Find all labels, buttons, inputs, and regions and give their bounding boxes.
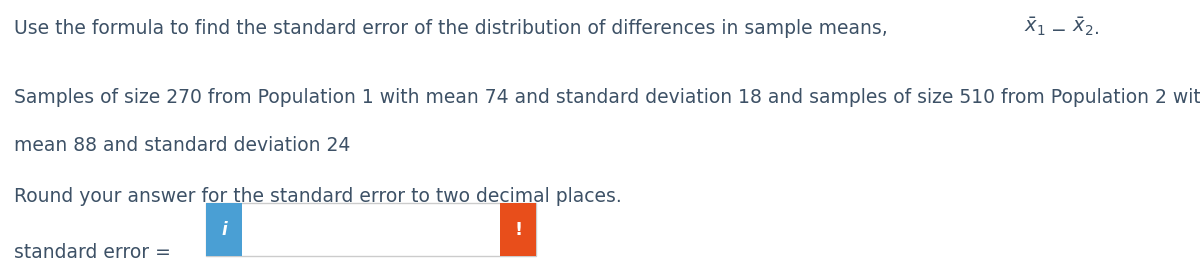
Text: Use the formula to find the standard error of the distribution of differences in: Use the formula to find the standard err…: [14, 19, 894, 38]
Text: Round your answer for the standard error to two decimal places.: Round your answer for the standard error…: [14, 187, 622, 206]
Text: !: !: [515, 221, 522, 239]
Text: mean 88 and standard deviation 24: mean 88 and standard deviation 24: [14, 136, 350, 155]
Text: .: .: [1094, 19, 1100, 38]
Text: standard error =: standard error =: [14, 243, 178, 262]
Text: $-$: $-$: [1050, 19, 1066, 38]
Text: i: i: [222, 221, 227, 239]
Text: $\bar{x}_1$: $\bar{x}_1$: [1024, 16, 1045, 38]
Text: Samples of size 270 from Population 1 with mean 74 and standard deviation 18 and: Samples of size 270 from Population 1 wi…: [14, 88, 1200, 107]
Text: $\bar{x}_2$: $\bar{x}_2$: [1072, 16, 1093, 38]
